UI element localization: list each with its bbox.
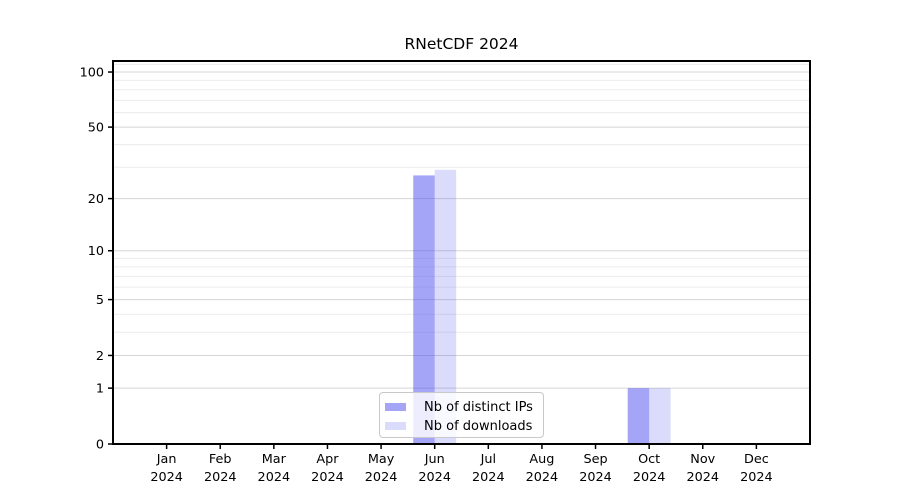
chart-title: RNetCDF 2024 — [404, 35, 519, 53]
legend-entry-distinct-ips: Nb of distinct IPs — [385, 400, 533, 414]
y-tick-label: 5 — [96, 293, 104, 308]
x-tick-label-year: 2024 — [526, 470, 559, 485]
x-tick-label-year: 2024 — [311, 470, 344, 485]
x-tick-label-month: May — [368, 452, 395, 467]
y-tick-label: 20 — [88, 192, 104, 207]
legend-label-distinct-ips: Nb of distinct IPs — [424, 399, 533, 415]
x-tick-label-month: Nov — [690, 452, 715, 467]
y-tick-label: 10 — [88, 244, 104, 259]
x-tick-label-month: Mar — [262, 452, 287, 467]
legend-swatch-downloads-icon — [385, 422, 406, 430]
bar-nb-of-distinct-ips-oct-2024 — [627, 388, 650, 444]
x-tick-label-month: Aug — [529, 452, 554, 467]
x-tick-label-year: 2024 — [258, 470, 291, 485]
x-tick-label-year: 2024 — [579, 470, 612, 485]
x-tick-label-year: 2024 — [686, 470, 719, 485]
x-tick-label-month: Dec — [744, 452, 769, 467]
y-tick-label: 100 — [80, 66, 104, 81]
x-tick-label-month: Oct — [638, 452, 660, 467]
x-tick-label-month: Sep — [583, 452, 607, 467]
bar-nb-of-distinct-ips-jun-2024 — [413, 175, 435, 445]
x-tick-label-year: 2024 — [150, 470, 183, 485]
legend-swatch-distinct-ips-icon — [385, 403, 406, 411]
y-tick-label: 1 — [96, 382, 104, 397]
bar-nb-of-downloads-oct-2024 — [649, 388, 671, 444]
legend-label-downloads: Nb of downloads — [424, 418, 533, 434]
x-tick-label-year: 2024 — [633, 470, 666, 485]
y-tick-label: 50 — [88, 121, 104, 136]
x-tick-label-year: 2024 — [740, 470, 773, 485]
x-tick-label-month: Feb — [209, 452, 232, 467]
y-tick-label: 2 — [96, 349, 104, 364]
x-tick-label-year: 2024 — [204, 470, 237, 485]
x-tick-label-year: 2024 — [365, 470, 398, 485]
legend: Nb of distinct IPs Nb of downloads — [379, 392, 544, 438]
legend-entry-downloads: Nb of downloads — [385, 419, 532, 433]
x-tick-label-year: 2024 — [418, 470, 451, 485]
x-tick-label-year: 2024 — [472, 470, 505, 485]
x-tick-label-month: Jun — [424, 452, 445, 467]
bar-nb-of-downloads-jun-2024 — [434, 169, 457, 444]
x-tick-label-month: Apr — [316, 452, 339, 467]
x-tick-label-month: Jan — [156, 452, 177, 467]
plot-border — [112, 60, 811, 445]
x-tick-label-month: Jul — [480, 452, 496, 467]
y-tick-label: 0 — [96, 438, 104, 453]
